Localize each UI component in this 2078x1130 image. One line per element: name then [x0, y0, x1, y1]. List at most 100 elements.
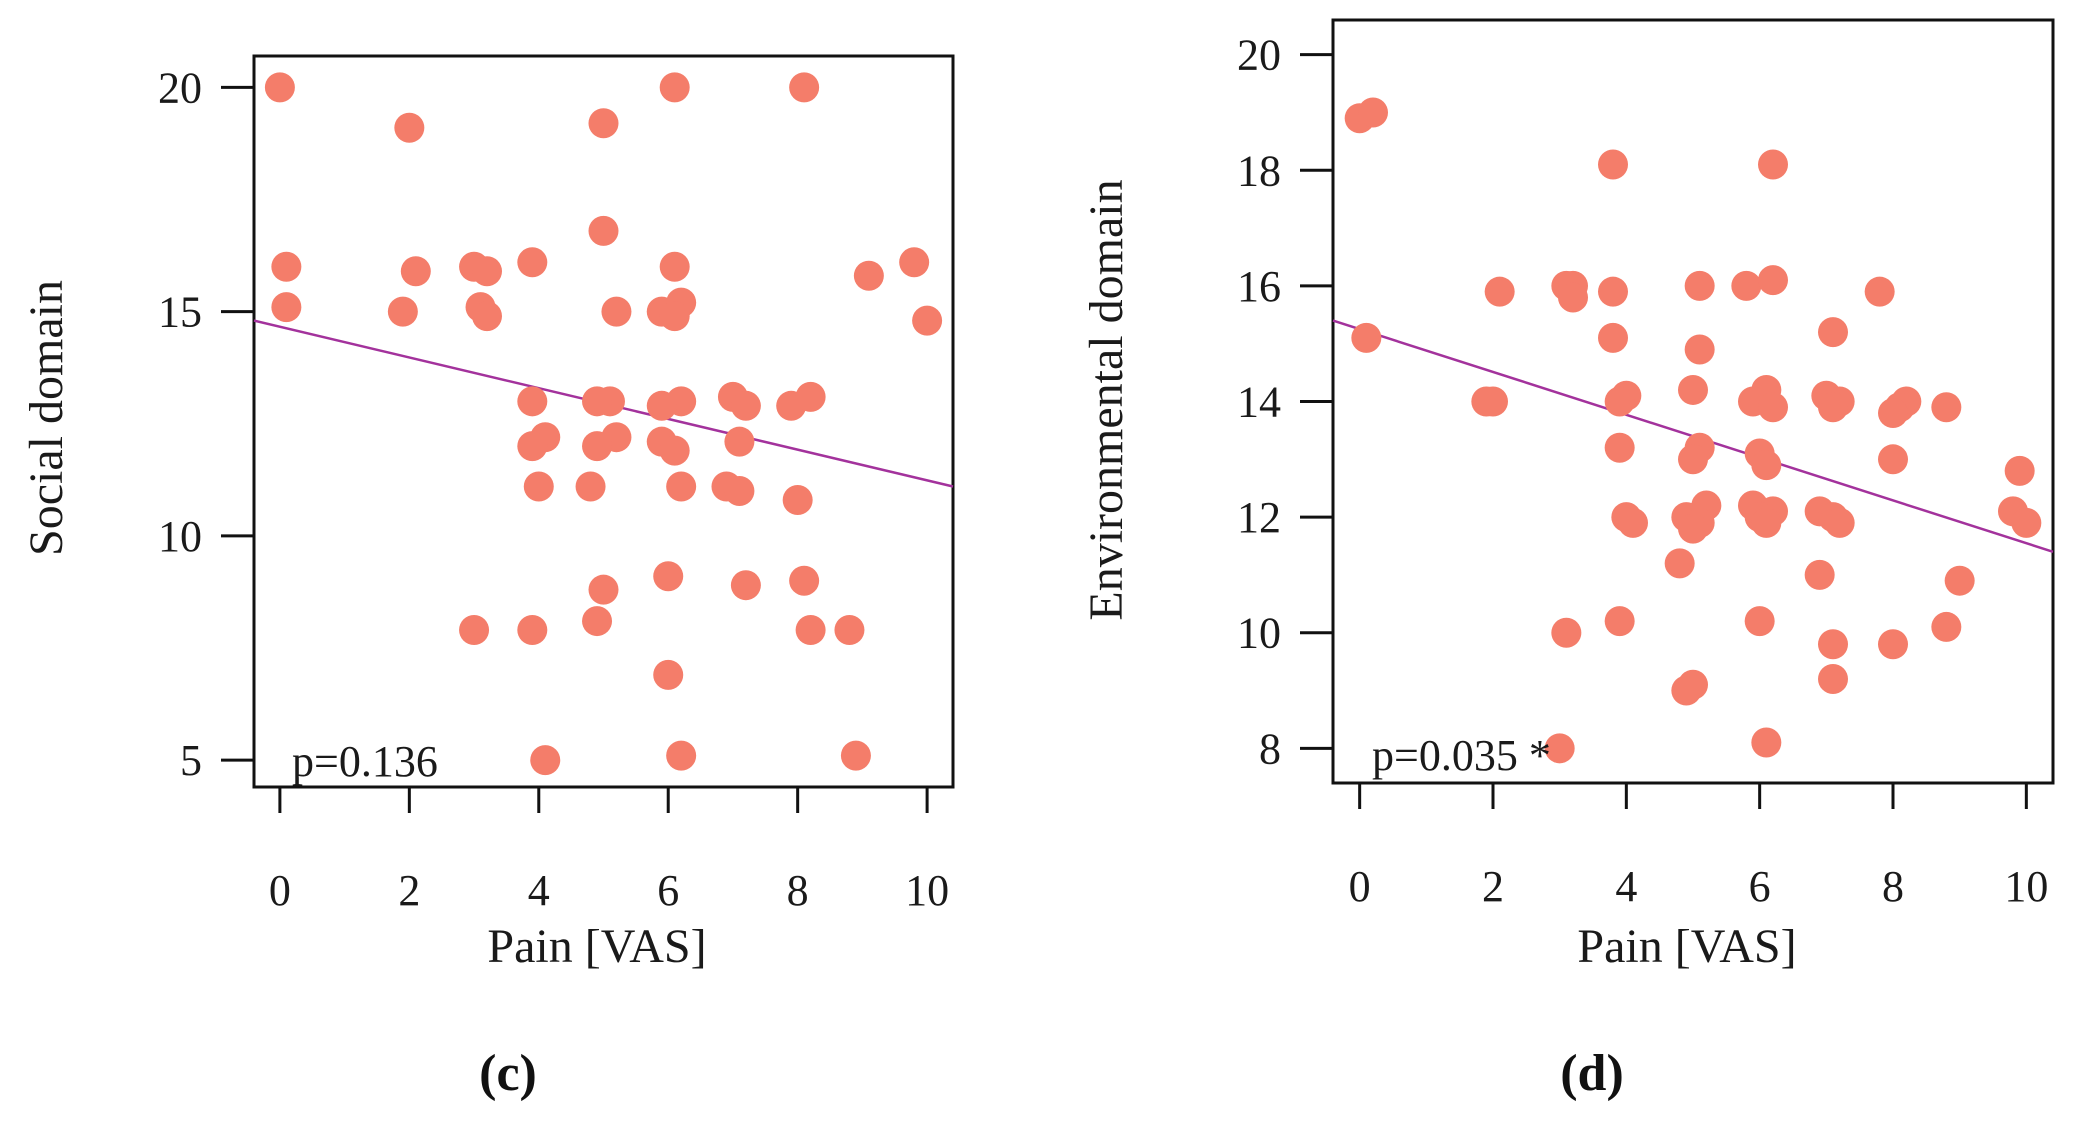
- panel-c-social-domain: 0 2 4 6 8 10 5 10 15 20 p=0.136 Pain [VAS] Social…: [20, 54, 955, 1102]
- data-point-c-20: [601, 296, 632, 327]
- data-point-c-54: [834, 615, 865, 646]
- data-point-d-2: [1351, 322, 1382, 353]
- axes-d: 0 2 4 6 8 10 8 10 12 14 16 18 20: [1237, 31, 2048, 911]
- x-axis-title-d: Pain [VAS]: [1577, 920, 1796, 973]
- data-point-d-39: [1751, 450, 1782, 481]
- data-point-c-9: [472, 301, 502, 332]
- y-tick-label-c-2: 15: [158, 288, 202, 337]
- y-tick-label-d-5: 18: [1237, 146, 1281, 195]
- data-point-c-11: [517, 247, 548, 278]
- y-tick-label-c-1: 10: [158, 512, 202, 561]
- data-point-c-4: [400, 256, 431, 287]
- data-point-c-37: [666, 471, 697, 502]
- x-tick-label-c-1: 2: [398, 866, 420, 915]
- data-point-d-15: [1604, 386, 1635, 417]
- data-point-d-59: [1878, 398, 1908, 429]
- data-point-d-46: [1818, 317, 1848, 348]
- data-point-c-1: [271, 251, 302, 282]
- data-point-c-39: [653, 659, 684, 690]
- data-point-c-36: [659, 435, 690, 466]
- y-tick-label-d-6: 20: [1237, 31, 1281, 80]
- x-tick-label-d-3: 6: [1749, 862, 1771, 911]
- x-tick-label-d-2: 4: [1615, 862, 1637, 911]
- data-point-c-49: [795, 381, 826, 412]
- data-point-c-42: [730, 390, 761, 421]
- data-point-c-45: [724, 476, 755, 507]
- data-point-d-1: [1358, 97, 1388, 128]
- data-point-c-40: [666, 740, 697, 771]
- y-tick-label-c-3: 20: [158, 63, 202, 112]
- data-point-d-54: [1818, 629, 1848, 660]
- x-tick-label-d-1: 2: [1482, 862, 1504, 911]
- x-tick-label-c-5: 10: [905, 866, 949, 915]
- data-point-d-11: [1598, 149, 1628, 180]
- data-point-d-63: [1944, 565, 1975, 596]
- data-point-d-10: [1544, 733, 1575, 764]
- x-tick-label-d-4: 8: [1882, 862, 1904, 911]
- data-point-c-57: [912, 305, 943, 336]
- data-point-c-10: [459, 615, 490, 646]
- data-point-c-46: [730, 570, 761, 601]
- data-point-c-43: [724, 426, 755, 457]
- data-point-d-55: [1818, 663, 1848, 694]
- trend-and-points-c: [253, 72, 954, 776]
- data-point-d-53: [1804, 559, 1835, 590]
- data-point-d-33: [1731, 270, 1762, 301]
- data-point-c-32: [659, 301, 690, 332]
- data-point-c-38: [653, 561, 684, 592]
- data-point-c-53: [853, 260, 884, 291]
- p-value-annotation-d: p=0.035 *: [1372, 731, 1551, 780]
- data-point-c-7: [472, 256, 502, 287]
- data-point-d-3: [1484, 276, 1515, 307]
- data-point-d-65: [2004, 455, 2035, 486]
- x-tick-label-d-5: 10: [2004, 862, 2048, 911]
- data-point-c-52: [795, 615, 826, 646]
- data-point-d-56: [1864, 276, 1895, 307]
- data-point-d-12: [1598, 276, 1628, 307]
- data-point-c-25: [575, 471, 606, 502]
- data-point-c-28: [659, 72, 690, 103]
- y-tick-label-d-0: 8: [1259, 724, 1281, 773]
- data-point-c-29: [659, 251, 690, 282]
- x-tick-label-c-3: 6: [657, 866, 679, 915]
- data-point-d-49: [1818, 392, 1848, 423]
- data-point-c-34: [646, 390, 677, 421]
- data-point-d-52: [1824, 507, 1855, 538]
- data-point-d-5: [1471, 386, 1502, 417]
- data-point-c-19: [588, 215, 619, 246]
- data-point-d-60: [1878, 444, 1908, 475]
- data-point-c-3: [394, 112, 425, 143]
- data-point-d-37: [1758, 392, 1788, 423]
- data-point-d-62: [1931, 392, 1962, 423]
- data-point-d-19: [1604, 606, 1635, 637]
- data-point-d-20: [1684, 270, 1715, 301]
- y-tick-label-c-0: 5: [180, 736, 202, 785]
- axes-c: 0 2 4 6 8 10 5 10 15 20: [158, 63, 949, 915]
- data-point-c-22: [582, 386, 613, 417]
- panel-d-environmental-domain: 0 2 4 6 8 10 8 10 12 14 16 18 20 p=0.035 * Pain [VAS…: [1080, 18, 2055, 1102]
- x-tick-label-c-0: 0: [269, 866, 291, 915]
- data-point-c-27: [582, 606, 613, 637]
- data-point-c-18: [588, 108, 619, 139]
- x-tick-label-d-0: 0: [1349, 862, 1371, 911]
- y-tick-label-d-4: 16: [1237, 262, 1281, 311]
- data-point-d-64: [1931, 611, 1962, 642]
- data-point-d-18: [1618, 507, 1648, 538]
- y-axis-title-c: Social domain: [20, 280, 73, 556]
- data-point-c-5: [387, 296, 418, 327]
- data-point-d-16: [1604, 432, 1635, 463]
- data-point-c-2: [271, 292, 302, 323]
- trend-and-points-d: [1332, 97, 2054, 764]
- x-axis-title-c: Pain [VAS]: [487, 920, 706, 973]
- data-point-d-28: [1678, 513, 1708, 544]
- data-point-d-22: [1678, 374, 1708, 405]
- data-point-d-43: [1751, 507, 1782, 538]
- data-point-c-47: [789, 72, 820, 103]
- data-point-c-55: [840, 740, 871, 771]
- p-value-annotation-c: p=0.136: [292, 737, 438, 786]
- data-point-c-0: [264, 72, 295, 103]
- data-point-d-61: [1878, 629, 1908, 660]
- data-point-c-50: [782, 484, 813, 515]
- y-tick-label-d-3: 14: [1237, 378, 1281, 427]
